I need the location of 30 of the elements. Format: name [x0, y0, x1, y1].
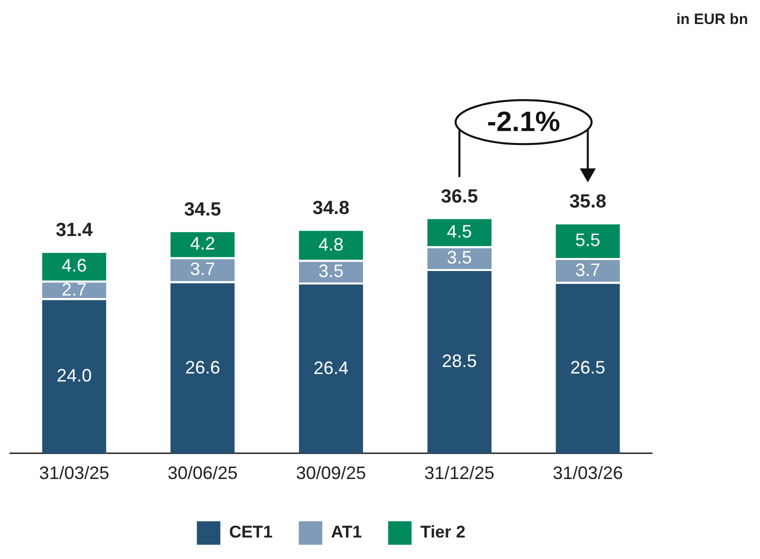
data-label: 26.5	[570, 358, 606, 378]
data-label: 4.8	[318, 234, 344, 254]
data-label: 3.5	[318, 261, 344, 282]
data-label: 3.7	[190, 259, 216, 280]
data-label: 3.7	[575, 260, 600, 280]
data-label: 28.5	[442, 351, 477, 372]
x-tick-label: 30/09/25	[296, 463, 366, 484]
data-label: 5.5	[575, 230, 600, 250]
legend-label: Tier 2	[420, 522, 466, 542]
data-label: 24.0	[56, 366, 92, 386]
x-tick-label: 31/03/26	[552, 463, 623, 484]
total-label: 36.5	[440, 186, 478, 208]
data-label: 4.6	[62, 256, 87, 276]
data-label: 4.2	[190, 234, 216, 254]
data-label: 2.7	[62, 279, 87, 300]
total-label: 35.8	[569, 192, 606, 213]
data-label: 4.5	[446, 222, 472, 242]
data-label: 26.4	[313, 358, 349, 378]
total-label: 34.8	[312, 198, 350, 220]
total-label: 34.5	[184, 199, 222, 220]
x-tick-label: 31/03/25	[39, 463, 110, 484]
x-tick-label: 30/06/25	[168, 463, 238, 484]
text: in EUR bn	[676, 11, 748, 28]
legend-label: AT1	[331, 522, 362, 542]
legend-label: CET1	[229, 522, 273, 542]
text: -2.1%	[487, 106, 560, 137]
x-tick-label: 31/12/25	[424, 463, 494, 484]
data-label: 26.6	[185, 357, 220, 378]
total-label: 31.4	[56, 220, 94, 242]
data-label: 3.5	[446, 248, 472, 268]
